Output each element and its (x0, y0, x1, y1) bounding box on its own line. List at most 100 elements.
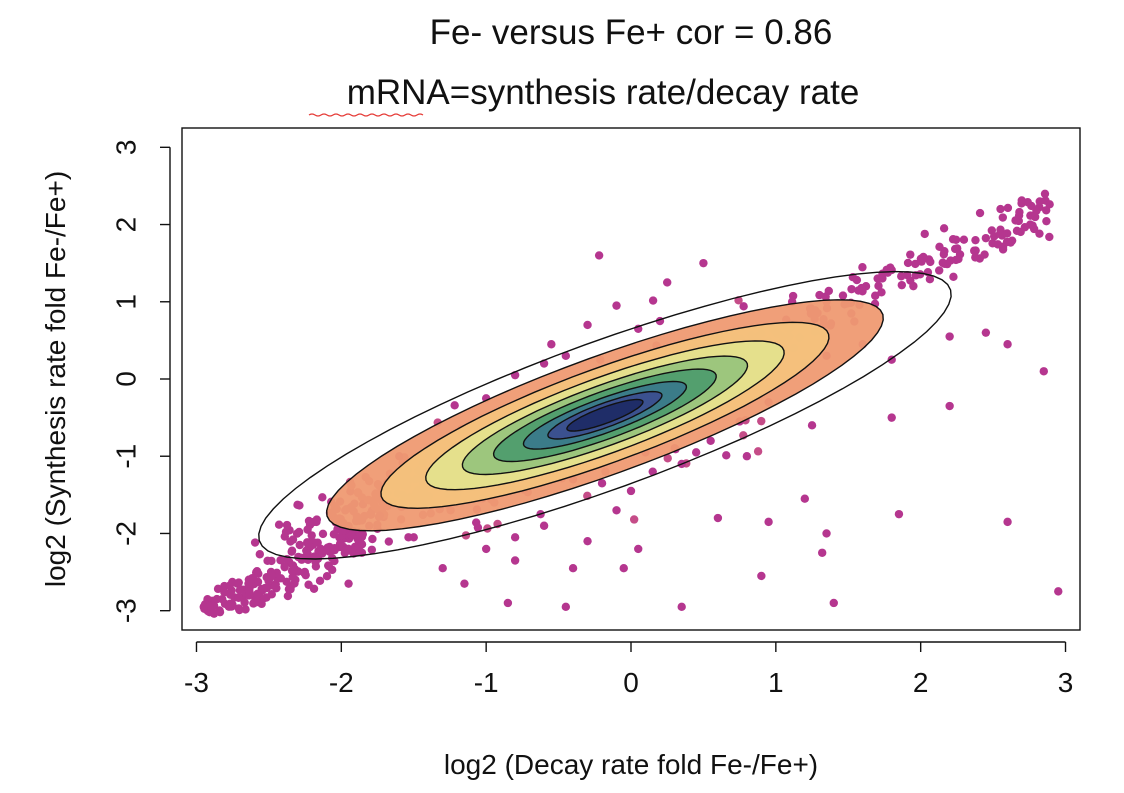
scatter-point (274, 520, 284, 529)
scatter-point (280, 562, 289, 571)
y-axis: -3 -2 -1 0 1 2 3 (110, 140, 171, 623)
scatter-point (739, 302, 748, 311)
scatter-point (829, 598, 838, 608)
scatter-point (597, 479, 607, 488)
scatter-point (1003, 203, 1013, 213)
scatter-point (235, 586, 245, 595)
scatter-point (300, 567, 310, 577)
scatter-point (248, 574, 258, 583)
scatter-point (212, 594, 222, 604)
scatter-point (583, 536, 592, 546)
scatter-point (336, 539, 345, 548)
scatter-point (996, 204, 1005, 214)
chart-subtitle: mRNA=synthesis rate/decay rate (347, 73, 860, 112)
scatter-point (539, 521, 549, 530)
scatter-point (634, 544, 643, 554)
scatter-point (302, 546, 311, 555)
scatter-point (897, 272, 906, 281)
scatter-point (981, 328, 991, 337)
scatter-point (677, 602, 686, 612)
scatter-point (1003, 517, 1012, 527)
scatter-point (226, 599, 235, 608)
scatter-point (906, 250, 915, 259)
scatter-point (919, 252, 928, 262)
scatter-point (619, 564, 628, 573)
y-tick-label: -1 (110, 444, 141, 469)
scatter-point (357, 540, 367, 549)
scatter-point (199, 602, 208, 612)
scatter-point (254, 569, 263, 578)
spellcheck-underline (308, 113, 424, 117)
scatter-point (263, 556, 272, 565)
scatter-point (438, 564, 447, 573)
scatter-point (294, 527, 304, 537)
x-axis-label: log2 (Decay rate fold Fe-/Fe+) (444, 749, 818, 780)
scatter-point (648, 296, 658, 305)
scatter-point (612, 301, 621, 310)
scatter-point (945, 332, 954, 341)
scatter-point (878, 274, 887, 283)
scatter-point (1023, 198, 1032, 207)
scatter-point (663, 454, 672, 463)
scatter-point (742, 452, 752, 461)
scatter-point (998, 245, 1008, 254)
scatter-point (629, 515, 639, 524)
scatter-point (975, 208, 985, 218)
scatter-point (283, 591, 293, 601)
scatter-point (594, 251, 604, 260)
scatter-point (691, 448, 701, 457)
scatter-point (240, 598, 249, 607)
scatter-point (241, 605, 250, 614)
scatter-point (959, 235, 969, 244)
y-tick-label: -2 (110, 521, 141, 546)
scatter-point (250, 538, 260, 547)
y-tick-label: 2 (110, 217, 141, 233)
scatter-point (1012, 226, 1022, 236)
scatter-point (706, 436, 715, 445)
scatter-point (1015, 207, 1024, 217)
scatter-point (347, 531, 356, 540)
scatter-point (926, 257, 935, 267)
scatter-point (1054, 587, 1063, 596)
scatter-point (315, 576, 325, 586)
scatter-point (612, 506, 621, 515)
scatter-point (460, 579, 469, 588)
scatter-point (1002, 229, 1012, 238)
scatter-point (817, 548, 827, 557)
scatter-point (226, 590, 235, 599)
scatter-point (877, 288, 886, 297)
scatter-point (209, 609, 219, 618)
scatter-point (245, 587, 254, 597)
scatter-point (874, 281, 883, 291)
scatter-point (935, 242, 944, 251)
scatter-point (282, 520, 292, 530)
scatter-point (1042, 216, 1051, 226)
scatter-point (344, 579, 353, 588)
scatter-point (510, 533, 520, 542)
scatter-point (318, 549, 327, 558)
scatter-point (971, 235, 980, 245)
scatter-point (894, 509, 904, 519)
scatter-point (998, 213, 1008, 222)
x-tick-label: 3 (1058, 667, 1074, 698)
scatter-point (713, 513, 723, 523)
scatter-point (1006, 238, 1015, 247)
scatter-point (764, 517, 773, 527)
scatter-point (1032, 206, 1041, 215)
scatter-point (970, 246, 979, 255)
scatter-point (367, 545, 377, 554)
scatter-point (312, 515, 322, 524)
scatter-point (561, 351, 571, 361)
scatter-point (561, 602, 571, 612)
scatter-point (340, 548, 350, 558)
scatter-point (887, 265, 896, 275)
scatter-point (945, 401, 954, 411)
scatter-point (948, 235, 958, 244)
y-tick-label: -3 (110, 598, 141, 623)
scatter-point (939, 224, 949, 233)
scatter-point (648, 467, 657, 476)
scatter-point (267, 571, 276, 580)
scatter-point (510, 556, 520, 565)
